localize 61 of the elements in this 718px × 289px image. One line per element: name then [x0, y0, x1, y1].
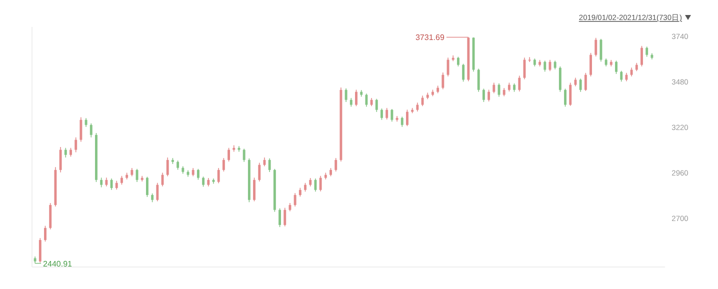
candlestick — [242, 148, 246, 162]
candlestick — [100, 177, 103, 188]
candlestick — [640, 46, 643, 67]
candlestick — [64, 147, 67, 158]
candlestick — [646, 46, 648, 58]
candlestick — [294, 192, 296, 207]
candlestick — [518, 75, 521, 92]
candlestick — [202, 176, 205, 188]
candlestick — [477, 68, 480, 92]
annotation: 2440.91 — [43, 259, 73, 268]
candlestick — [456, 56, 460, 67]
candlestick — [319, 176, 322, 192]
candlestick — [344, 88, 348, 102]
candlestick — [284, 207, 286, 227]
candlestick — [390, 108, 394, 122]
candlestick — [594, 37, 598, 57]
candlestick — [406, 109, 408, 127]
candlestick — [482, 88, 485, 102]
candlestick — [442, 72, 444, 90]
candlestick — [166, 157, 169, 177]
candlestick — [222, 158, 225, 172]
candlestick — [558, 66, 562, 92]
candlestick — [488, 89, 490, 102]
candlestick — [253, 177, 256, 202]
candlestick — [258, 162, 261, 182]
candlestick — [334, 158, 338, 172]
candlestick — [176, 160, 180, 170]
candlestick — [365, 93, 368, 108]
candlestick — [600, 38, 602, 62]
candlestick — [492, 82, 496, 94]
candlestick — [80, 116, 82, 142]
candlestick — [228, 147, 230, 162]
candlestick — [569, 82, 572, 106]
candlestick — [49, 202, 52, 230]
candlestick — [90, 122, 92, 138]
candlestick — [146, 176, 148, 198]
candlestick — [110, 178, 113, 190]
candlestick — [314, 178, 317, 192]
candlestick — [615, 60, 618, 74]
candlestick — [268, 158, 271, 172]
candlestick — [278, 208, 281, 228]
candlestick — [59, 146, 62, 173]
candlestick — [355, 89, 358, 107]
candlestick — [380, 108, 383, 120]
candlestick — [620, 70, 623, 82]
candlestick — [196, 168, 200, 180]
candlestick — [564, 88, 566, 108]
candlestick — [462, 63, 465, 82]
annotation: 3731.69 — [415, 33, 445, 42]
candlestick — [386, 108, 388, 120]
candlestick — [400, 116, 404, 128]
candlestick — [156, 182, 159, 202]
candlestick — [544, 60, 546, 72]
candlestick — [375, 98, 378, 112]
candlestick — [217, 168, 220, 184]
candlestick — [579, 78, 582, 92]
candlestick — [74, 136, 78, 153]
candlestick — [38, 238, 42, 264]
candlestick — [584, 72, 587, 92]
candlestick — [44, 225, 46, 242]
candlestick — [590, 52, 592, 77]
